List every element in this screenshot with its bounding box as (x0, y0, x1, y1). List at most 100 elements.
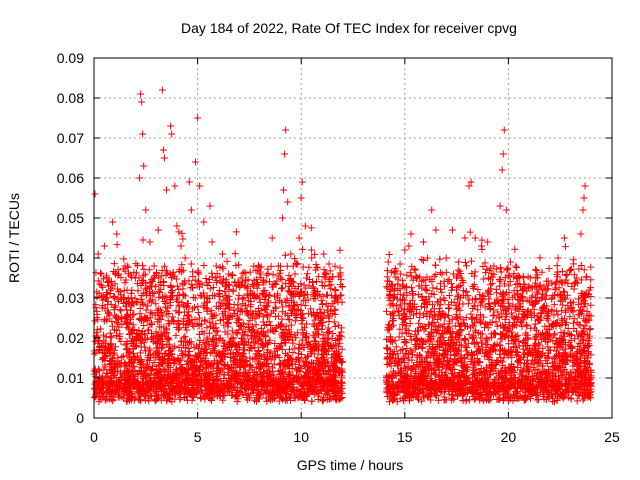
data-point (221, 343, 229, 351)
data-point (332, 366, 340, 374)
data-point (175, 285, 183, 293)
data-point (117, 380, 125, 388)
data-point (228, 313, 236, 321)
data-point (255, 354, 263, 362)
data-point (277, 320, 285, 328)
data-point (216, 389, 224, 397)
data-point (485, 274, 493, 282)
data-point (291, 255, 299, 263)
data-point (311, 291, 319, 299)
data-point (264, 382, 272, 390)
data-point (250, 372, 258, 380)
data-point (503, 265, 511, 273)
data-point (123, 310, 131, 318)
data-point (105, 345, 113, 353)
data-point (283, 297, 291, 305)
data-point (277, 378, 285, 386)
data-point (188, 305, 196, 313)
data-point (418, 256, 426, 264)
data-point (270, 360, 278, 368)
data-point (478, 298, 486, 306)
data-point (178, 363, 186, 371)
data-point (156, 288, 164, 296)
data-point (252, 267, 260, 275)
data-point (228, 376, 236, 384)
data-point (187, 358, 195, 366)
data-point (316, 377, 324, 385)
data-point (522, 321, 530, 329)
data-point (129, 321, 137, 329)
data-point (173, 371, 181, 379)
data-point (221, 287, 229, 295)
data-point (110, 294, 118, 302)
data-point (244, 311, 252, 319)
data-point (155, 287, 163, 295)
data-point (208, 393, 216, 401)
data-point (163, 335, 171, 343)
data-point (307, 359, 315, 367)
data-point (173, 382, 181, 390)
data-point (144, 302, 152, 310)
data-point (100, 365, 108, 373)
data-point (99, 349, 107, 357)
data-point (303, 353, 311, 361)
data-point (302, 274, 310, 282)
data-point (200, 358, 208, 366)
data-point (94, 277, 102, 285)
data-point (102, 294, 110, 302)
data-point (279, 394, 287, 402)
data-point (176, 266, 184, 274)
data-point (151, 311, 159, 319)
data-point (176, 324, 184, 332)
data-point (571, 335, 579, 343)
data-point (263, 312, 271, 320)
data-point (247, 390, 255, 398)
data-point (544, 316, 552, 324)
data-point (195, 341, 203, 349)
data-point (231, 250, 239, 258)
data-point (97, 281, 105, 289)
data-point (203, 305, 211, 313)
data-point (155, 281, 163, 289)
data-point (327, 285, 335, 293)
data-point (145, 297, 153, 305)
data-point (310, 308, 318, 316)
chart-title: Day 184 of 2022, Rate Of TEC Index for r… (181, 20, 517, 36)
data-point (130, 362, 138, 370)
data-point (583, 273, 591, 281)
data-point (182, 351, 190, 359)
data-point (330, 386, 338, 394)
data-point (136, 361, 144, 369)
data-point (311, 316, 319, 324)
data-point (562, 271, 570, 279)
data-point (221, 301, 229, 309)
data-point (282, 322, 290, 330)
data-point (194, 277, 202, 285)
data-point (132, 260, 140, 268)
data-point (271, 340, 279, 348)
data-point (179, 372, 187, 380)
data-point (214, 359, 222, 367)
data-point (114, 295, 122, 303)
data-point (285, 272, 293, 280)
data-point (105, 309, 113, 317)
data-point (151, 389, 159, 397)
data-point (145, 326, 153, 334)
data-point (298, 374, 306, 382)
data-point (324, 391, 332, 399)
data-point (573, 397, 581, 405)
data-point (108, 355, 116, 363)
data-point (216, 287, 224, 295)
data-point (336, 246, 344, 254)
data-point (97, 325, 105, 333)
data-point (324, 311, 332, 319)
data-point (103, 351, 111, 359)
data-point (208, 269, 216, 277)
data-point (200, 261, 208, 269)
data-point (338, 389, 346, 397)
data-point (124, 263, 132, 271)
data-point (127, 340, 135, 348)
data-point (118, 353, 126, 361)
data-point (335, 369, 343, 377)
data-point (338, 298, 346, 306)
